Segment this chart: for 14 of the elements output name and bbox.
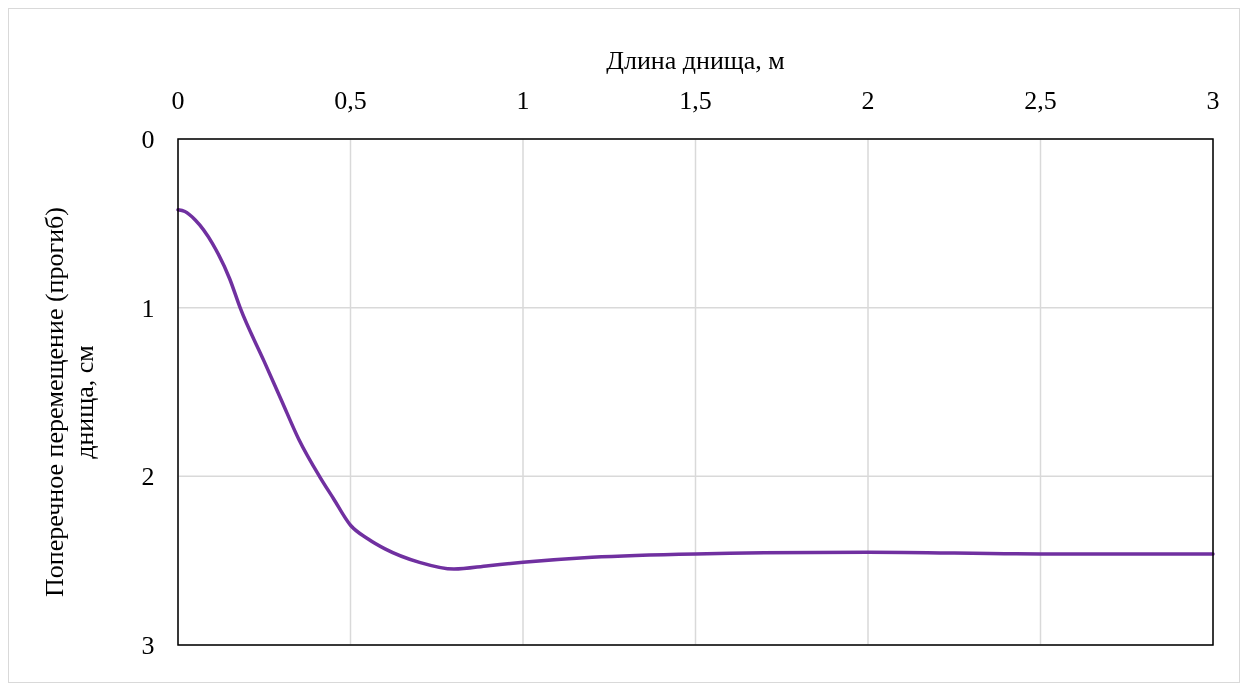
y-tick-label: 2	[141, 462, 155, 492]
y-tick-label: 3	[141, 631, 155, 661]
x-tick-label: 2,5	[1024, 86, 1057, 115]
x-tick-label: 1	[516, 86, 530, 115]
x-tick-label: 3	[1206, 86, 1220, 115]
y-axis-title: Поперечное перемещение (прогиб) днища, см	[39, 207, 99, 597]
x-tick-label: 0	[171, 86, 185, 115]
y-tick-label: 0	[141, 125, 155, 155]
y-tick-label: 1	[141, 293, 155, 323]
line-series	[176, 208, 1215, 571]
x-tick-label: 1,5	[679, 86, 712, 115]
x-tick-label: 2	[861, 86, 875, 115]
x-tick-label: 0,5	[334, 86, 367, 115]
x-axis-title: Длина днища, м	[606, 46, 785, 75]
